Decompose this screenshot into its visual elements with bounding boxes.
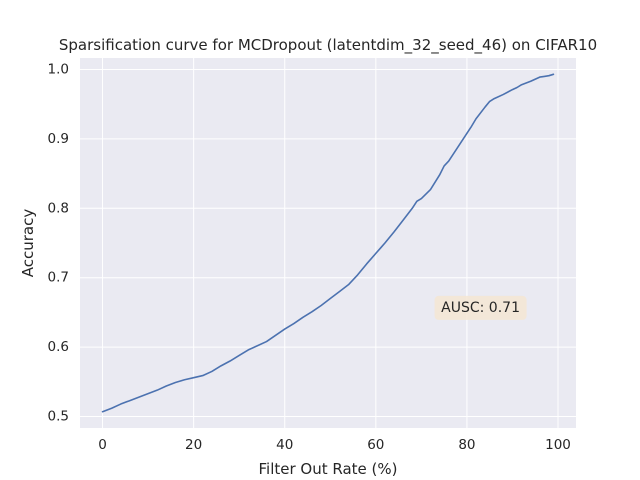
x-tick-label: 0: [98, 437, 107, 453]
plot-background: [80, 58, 576, 428]
x-tick-labels: 0 20 40 60 80 100: [98, 437, 571, 453]
y-tick-label: 0.7: [48, 270, 69, 286]
x-tick-label: 80: [458, 437, 475, 453]
x-tick-label: 20: [185, 437, 202, 453]
y-tick-label: 0.6: [48, 339, 69, 355]
y-tick-label: 0.9: [48, 131, 69, 147]
x-tick-label: 60: [367, 437, 384, 453]
accuracy-curve: [101, 73, 555, 413]
x-axis-label: Filter Out Rate (%): [259, 460, 398, 478]
y-tick-labels: 0.5 0.6 0.7 0.8 0.9 1.0: [48, 61, 69, 424]
x-tick-label: 100: [545, 437, 571, 453]
ausc-annotation-box: [434, 295, 527, 320]
y-axis-label: Accuracy: [19, 209, 37, 278]
ausc-annotation: AUSC: 0.71: [441, 300, 520, 316]
x-tick-label: 40: [276, 437, 293, 453]
grid-lines: [80, 58, 576, 428]
chart-title: Sparsification curve for MCDropout (late…: [59, 36, 597, 55]
y-tick-label: 0.8: [48, 200, 69, 216]
y-tick-label: 1.0: [48, 61, 69, 77]
y-tick-label: 0.5: [48, 409, 69, 425]
